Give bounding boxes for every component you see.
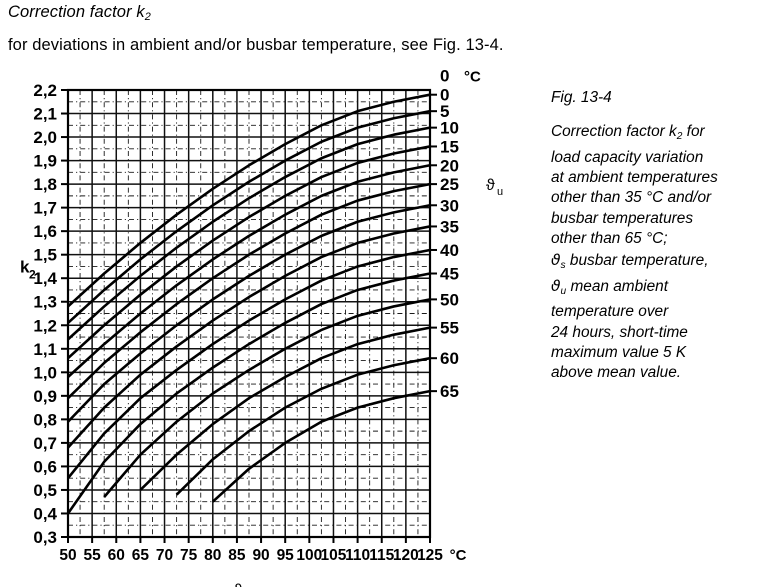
caption-line: temperature over <box>551 303 669 321</box>
caption-line: maximum value 5 K <box>551 344 687 361</box>
right-axis-label-45: 45 <box>440 265 459 284</box>
right-axis-label-30: 30 <box>440 196 459 215</box>
caption-line: other than 35 °C and/or <box>551 189 712 207</box>
right-axis-label-0: 0 <box>440 70 449 86</box>
y-tick-label: 1,9 <box>33 152 57 171</box>
right-axis-unit: °C <box>464 70 481 86</box>
chart-figure: 0,3 0,4 0,5 0,6 0,7 0,8 0,9 1,0 1,1 1,2 1,3 1,4 1,5 1… <box>0 70 540 587</box>
page-title-subscript: 2 <box>144 11 151 24</box>
caption-line: ϑu mean ambient <box>551 276 668 297</box>
curve-ambient-0 <box>67 93 431 308</box>
caption-line: busbar temperatures <box>551 209 694 227</box>
x-tick-label: 80 <box>204 547 221 564</box>
x-tick-label: 70 <box>156 547 173 564</box>
y-axis-name-sub: 2 <box>29 267 36 281</box>
x-tick-label: 65 <box>132 547 150 564</box>
caption-line: 24 hours, short-time <box>551 323 688 341</box>
curve-ambient-10 <box>67 126 431 341</box>
axes <box>61 88 437 543</box>
y-tick-label: 0,3 <box>33 528 57 547</box>
y-tick-label: 1,7 <box>33 199 57 218</box>
right-axis-label-20: 20 <box>440 156 459 175</box>
y-axis-name: k <box>20 257 30 276</box>
right-axis-label-25: 25 <box>440 175 459 194</box>
x-tick-label: 55 <box>84 547 102 564</box>
curve-ambient-15 <box>67 145 431 360</box>
right-axis-label-5: 5 <box>440 102 449 121</box>
right-axis-name-sub: u <box>497 186 503 198</box>
right-axis-label-55: 55 <box>440 319 459 338</box>
x-axis-unit: °C <box>450 547 467 564</box>
curve-ambient-20 <box>67 164 431 378</box>
x-axis-name: ϑ <box>234 582 243 587</box>
right-axis-label-10: 10 <box>440 119 459 138</box>
y-tick-label: 1,0 <box>33 363 57 382</box>
correction-factor-nomogram: 0,3 0,4 0,5 0,6 0,7 0,8 0,9 1,0 1,1 1,2 1,3 1,4 1,5 1… <box>20 70 503 587</box>
curve-ambient-35 <box>67 225 431 449</box>
y-tick-label: 1,6 <box>33 222 57 241</box>
right-axis-label-40: 40 <box>440 241 459 260</box>
figure-caption: Fig. 13-4 Correction factor k2 for load c… <box>551 88 776 384</box>
y-tick-label: 2,1 <box>33 105 57 124</box>
y-tick-label: 1,5 <box>33 246 57 265</box>
curve-ambient-60 <box>175 356 431 496</box>
y-tick-label: 1,2 <box>33 316 57 335</box>
x-tick-label: 105 <box>321 547 347 564</box>
caption-line: Correction factor k2 for <box>551 123 705 143</box>
curve-ambient-40 <box>66 248 431 479</box>
right-axis-label-60: 60 <box>440 349 459 368</box>
x-tick-label: 125 <box>417 547 443 564</box>
right-axis-label-65: 65 <box>440 382 459 401</box>
x-tick-label: 115 <box>369 547 394 564</box>
page-title-text: Correction factor k <box>8 3 145 21</box>
caption-line: other than 65 °C; <box>551 230 668 248</box>
y-tick-label: 2,0 <box>33 128 57 147</box>
right-axis-label-50: 50 <box>440 290 459 309</box>
y-tick-label: 1,8 <box>33 175 57 194</box>
y-tick-label: 0,4 <box>33 504 57 523</box>
curve-ambient-50 <box>103 298 431 498</box>
curve-ambient-5 <box>67 109 431 324</box>
axis-labels: 0,3 0,4 0,5 0,6 0,7 0,8 0,9 1,0 1,1 1,2 1,3 1,4 1,5 1… <box>20 70 503 587</box>
figure-number: Fig. 13-4 <box>551 89 612 106</box>
right-axis-label-35: 35 <box>440 217 459 236</box>
x-tick-label: 90 <box>252 547 269 564</box>
y-tick-label: 0,8 <box>33 410 57 429</box>
y-tick-label: 0,7 <box>33 434 57 453</box>
caption-line: ϑs busbar temperature, <box>551 250 709 271</box>
caption-line: load capacity variation <box>551 148 704 166</box>
x-tick-label: 100 <box>296 547 322 564</box>
plot-border <box>66 88 432 539</box>
page-title: Correction factor k2 <box>8 3 151 23</box>
curve-ambient-25 <box>67 182 431 400</box>
y-tick-label: 0,5 <box>33 481 57 500</box>
right-axis-name: ϑ <box>486 177 495 194</box>
y-tick-label: 2,2 <box>33 81 57 100</box>
curve-ambient-55 <box>139 326 431 491</box>
x-tick-label: 85 <box>228 547 246 564</box>
y-tick-label: 0,9 <box>33 387 57 406</box>
x-tick-label: 120 <box>393 547 419 564</box>
caption-line: at ambient temperatures <box>551 169 718 187</box>
x-tick-label: 95 <box>277 547 295 564</box>
y-tick-label: 1,1 <box>33 340 57 359</box>
page-subtitle: for deviations in ambient and/or busbar … <box>8 36 504 54</box>
curve-group <box>66 93 431 515</box>
x-tick-label: 75 <box>180 547 198 564</box>
caption-line: above mean value. <box>551 364 682 382</box>
x-tick-label: 110 <box>345 547 370 564</box>
curve-ambient-30 <box>67 204 431 423</box>
curve-ambient-65 <box>211 389 431 503</box>
x-tick-label: 50 <box>59 547 76 564</box>
curve-ambient-45 <box>66 272 431 515</box>
right-axis-label-0: 0 <box>440 86 449 105</box>
right-axis-label-15: 15 <box>440 137 459 156</box>
figure-caption-body: Correction factor k2 for load capacity va… <box>551 122 776 383</box>
y-tick-label: 0,6 <box>33 457 57 476</box>
x-tick-label: 60 <box>108 547 125 564</box>
y-tick-label: 1,3 <box>33 293 57 312</box>
y-tick-label: 1,4 <box>33 269 57 288</box>
